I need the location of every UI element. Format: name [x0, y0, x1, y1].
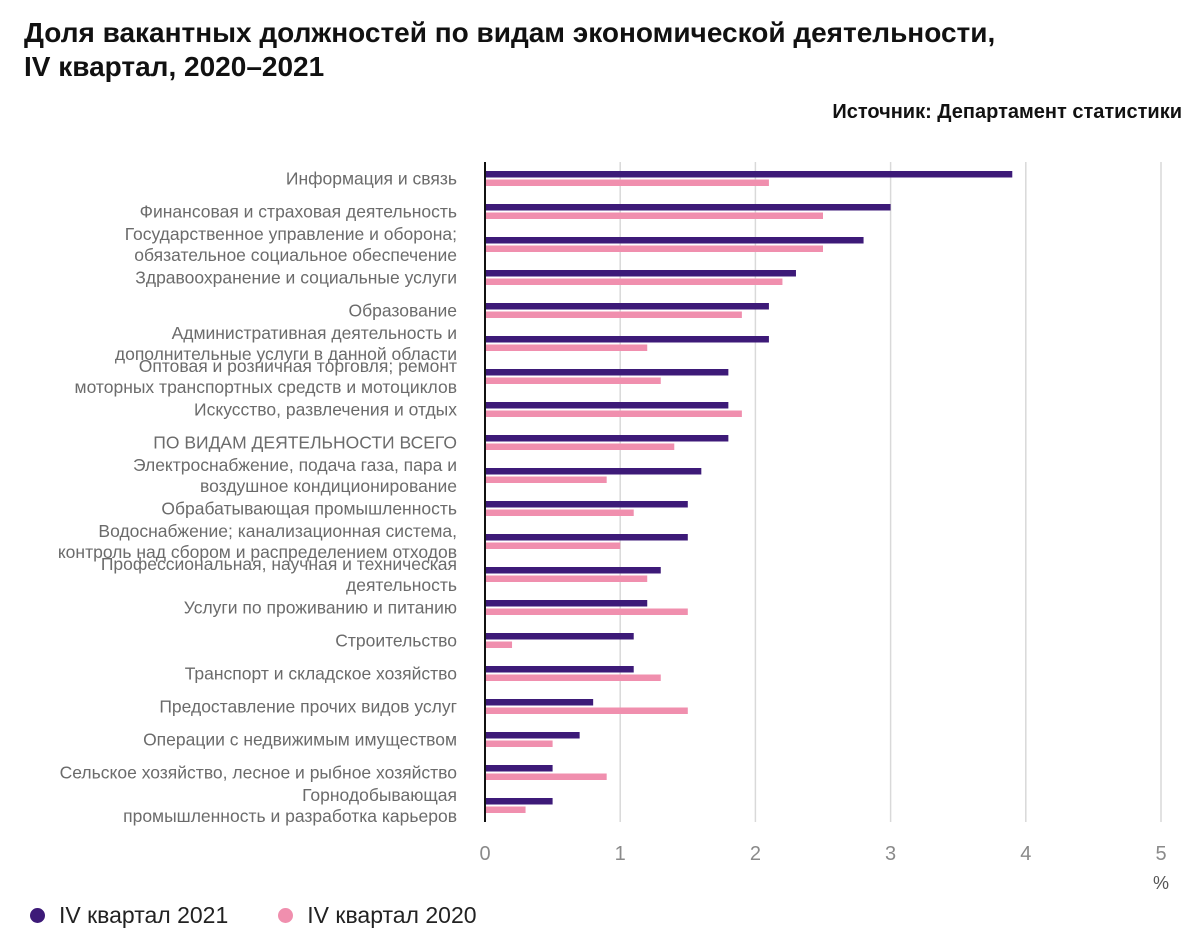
- category-label-10: Обрабатывающая промышленность: [161, 499, 457, 519]
- x-tick-label-1: 1: [615, 843, 626, 865]
- x-tick-label-5: 5: [1155, 843, 1166, 865]
- bar-2021-1: [485, 204, 891, 211]
- bar-2021-19: [485, 798, 553, 805]
- bar-2020-1: [485, 212, 823, 219]
- bar-2021-17: [485, 732, 580, 739]
- bar-2021-2: [485, 237, 864, 244]
- bar-2021-6: [485, 369, 729, 376]
- chart-title-line-1: Доля вакантных должностей по видам эконо…: [24, 17, 996, 48]
- chart-title-line-2: IV квартал, 2020–2021: [24, 51, 325, 82]
- bar-2020-14: [485, 641, 513, 648]
- category-label-0: Информация и связь: [286, 169, 457, 189]
- legend-swatch-2020: [278, 908, 294, 923]
- category-label-13: Услуги по проживанию и питанию: [184, 598, 457, 618]
- bar-2020-18: [485, 773, 607, 780]
- category-label-11-line-1: контроль над сбором и распределением отх…: [58, 542, 457, 562]
- category-label-5-line-1: дополнительные услуги в данной области: [115, 344, 457, 364]
- legend-item-2021: IV квартал 2021: [30, 902, 228, 929]
- category-label-12-line-0: Профессиональная, научная и техническая: [101, 554, 457, 574]
- x-tick-label-4: 4: [1020, 843, 1031, 865]
- bar-2021-5: [485, 336, 769, 343]
- bar-2021-13: [485, 600, 648, 607]
- category-label-2-line-1: обязательное социальное обеспечение: [134, 245, 457, 265]
- category-label-1: Финансовая и страховая деятельность: [140, 202, 457, 222]
- bar-2020-8: [485, 443, 675, 450]
- chart-title: Доля вакантных должностей по видам эконо…: [24, 16, 1174, 84]
- category-label-14: Строительство: [335, 631, 457, 651]
- category-label-2-line-0: Государственное управление и оборона;: [125, 224, 457, 244]
- bar-2020-15: [485, 674, 661, 681]
- category-label-7: Искусство, развлечения и отдых: [194, 400, 457, 420]
- legend: IV квартал 2021 IV квартал 2020: [30, 902, 477, 929]
- legend-label-2021: IV квартал 2021: [59, 902, 229, 928]
- x-axis-unit-label: %: [1153, 873, 1169, 893]
- bar-2020-17: [485, 740, 553, 747]
- category-label-3: Здравоохранение и социальные услуги: [135, 268, 457, 288]
- bar-2020-4: [485, 311, 742, 318]
- category-label-6-line-1: моторных транспортных средств и мотоцикл…: [75, 377, 457, 397]
- x-tick-label-0: 0: [479, 843, 490, 865]
- bar-2020-19: [485, 806, 526, 813]
- category-label-12-line-1: деятельность: [346, 575, 457, 595]
- bar-2020-10: [485, 509, 634, 516]
- bar-2020-16: [485, 707, 688, 714]
- bar-2020-12: [485, 575, 648, 582]
- bar-2021-12: [485, 567, 661, 574]
- bar-2020-6: [485, 377, 661, 384]
- category-label-16: Предоставление прочих видов услуг: [159, 697, 457, 717]
- bar-2021-18: [485, 765, 553, 772]
- bar-2021-15: [485, 666, 634, 673]
- bar-2020-2: [485, 245, 823, 252]
- bar-2020-13: [485, 608, 688, 615]
- category-label-9-line-1: воздушное кондиционирование: [200, 476, 457, 496]
- category-label-4: Образование: [349, 301, 457, 321]
- legend-item-2020: IV квартал 2020: [278, 902, 477, 929]
- category-label-17: Операции с недвижимым имуществом: [143, 730, 457, 750]
- bar-2021-3: [485, 270, 796, 277]
- category-label-18: Сельское хозяйство, лесное и рыбное хозя…: [60, 763, 457, 783]
- bar-2021-14: [485, 633, 634, 640]
- category-label-11-line-0: Водоснабжение; канализационная система,: [98, 521, 457, 541]
- legend-swatch-2021: [30, 908, 45, 923]
- category-label-9-line-0: Электроснабжение, подача газа, пара и: [133, 455, 457, 475]
- category-label-19-line-0: Горнодобывающая: [302, 785, 457, 805]
- x-tick-label-3: 3: [885, 843, 896, 865]
- bar-2021-7: [485, 402, 729, 409]
- legend-label-2020: IV квартал 2020: [307, 902, 477, 928]
- bar-2021-9: [485, 468, 702, 475]
- bar-2021-10: [485, 501, 688, 508]
- bar-2020-3: [485, 278, 783, 285]
- bar-2021-11: [485, 534, 688, 541]
- bar-chart: 0 1 2 3 4 5% Информация и связь Финансовая и ст…: [58, 162, 1169, 893]
- source-note: Источник: Департамент статистики: [832, 101, 1182, 123]
- bar-2021-4: [485, 303, 769, 310]
- category-label-15: Транспорт и складское хозяйство: [185, 664, 457, 684]
- category-label-19-line-1: промышленность и разработка карьеров: [123, 806, 457, 826]
- bar-2021-16: [485, 699, 594, 706]
- bar-2020-9: [485, 476, 607, 483]
- bar-2020-0: [485, 179, 769, 186]
- category-label-8: ПО ВИДАМ ДЕЯТЕЛЬНОСТИ ВСЕГО: [153, 433, 457, 453]
- category-label-5-line-0: Административная деятельность и: [172, 323, 457, 343]
- category-label-6-line-0: Оптовая и розничная торговля; ремонт: [139, 356, 457, 376]
- x-tick-label-2: 2: [750, 843, 761, 865]
- bar-2021-0: [485, 171, 1013, 178]
- bar-2020-7: [485, 410, 742, 417]
- bar-2021-8: [485, 435, 729, 442]
- bar-2020-5: [485, 344, 648, 351]
- bar-2020-11: [485, 542, 621, 549]
